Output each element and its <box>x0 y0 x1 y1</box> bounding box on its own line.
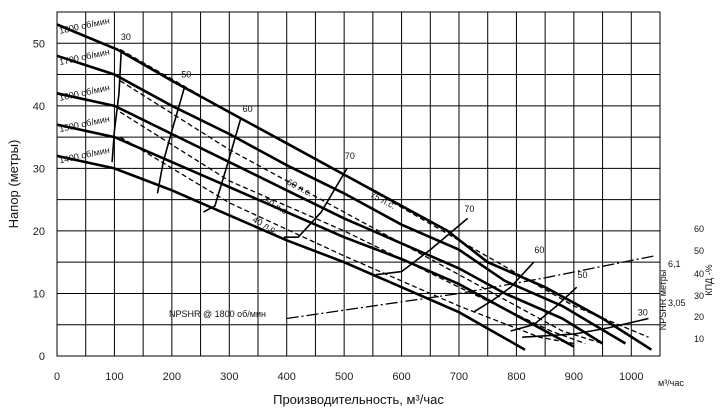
efficiency-curve-label: 30 <box>121 32 131 42</box>
npshr-axis-title: NPSHR метры <box>658 270 668 331</box>
speed-curve <box>56 154 526 351</box>
power-line <box>119 136 575 345</box>
efficiency-curve <box>522 317 649 338</box>
x-axis-title: Производительность, м³/час <box>273 392 444 407</box>
right-axis-tick-label: 50 <box>694 246 704 256</box>
efficiency-curve-label: 70 <box>464 204 474 214</box>
npshr-tick-label: 6,1 <box>668 259 681 269</box>
speed-curve <box>56 92 604 345</box>
efficiency-curve <box>283 167 348 238</box>
right-axis-tick-label: 10 <box>694 334 704 344</box>
efficiency-curve-label: 70 <box>345 151 355 161</box>
efficiency-curve-label: 50 <box>577 270 587 280</box>
x-tick-label: 600 <box>392 371 410 383</box>
speed-curve <box>56 54 627 345</box>
right-axis-tick-label: 30 <box>694 291 704 301</box>
x-tick-label: 900 <box>565 371 583 383</box>
x-tick-label: 400 <box>278 371 296 383</box>
npshr-curve-label: NPSHR @ 1800 об/мин <box>169 309 266 319</box>
power-line <box>119 80 603 345</box>
efficiency-curve-label: 60 <box>534 245 544 255</box>
x-unit-label: м³/час <box>658 378 684 388</box>
y-tick-label: 10 <box>33 288 45 300</box>
right-axis-tick-label: 60 <box>694 224 704 234</box>
speed-curve <box>56 23 653 351</box>
plot-area <box>56 11 661 357</box>
y-axis-title: Напор (метры) <box>6 140 21 229</box>
efficiency-curve-label: 50 <box>181 70 191 80</box>
y-tick-label: 40 <box>33 101 45 113</box>
right-axis-title: КПД -% <box>704 264 714 295</box>
x-tick-label: 500 <box>335 371 353 383</box>
right-axis-tick-label: 40 <box>694 269 704 279</box>
x-tick-label: 0 <box>54 371 60 383</box>
efficiency-curve <box>111 49 123 163</box>
x-tick-label: 200 <box>163 371 181 383</box>
efficiency-curve-label: 60 <box>243 104 253 114</box>
efficiency-curve <box>375 217 469 276</box>
right-axis-tick-label: 20 <box>694 312 704 322</box>
speed-curve <box>56 123 575 348</box>
y-tick-label: 0 <box>39 351 45 363</box>
x-tick-label: 1000 <box>619 371 643 383</box>
y-tick-label: 30 <box>33 163 45 175</box>
x-tick-label: 300 <box>220 371 238 383</box>
x-tick-label: 100 <box>105 371 123 383</box>
x-tick-label: 700 <box>450 371 468 383</box>
npshr-tick-label: 3,05 <box>668 298 686 308</box>
x-tick-label: 800 <box>507 371 525 383</box>
y-tick-label: 20 <box>33 226 45 238</box>
y-tick-label: 50 <box>33 38 45 50</box>
power-line <box>119 111 586 345</box>
efficiency-curve <box>510 286 578 332</box>
efficiency-curve-label: 30 <box>638 307 648 317</box>
